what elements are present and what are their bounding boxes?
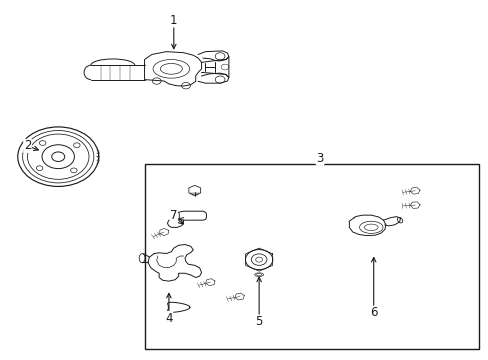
Text: 3: 3 bbox=[316, 152, 323, 165]
Text: 7: 7 bbox=[170, 210, 177, 222]
Text: 6: 6 bbox=[369, 306, 377, 319]
Text: 4: 4 bbox=[165, 311, 172, 325]
Text: 1: 1 bbox=[170, 14, 177, 27]
Bar bbox=[144, 164, 478, 348]
Text: 2: 2 bbox=[24, 139, 31, 152]
Text: 5: 5 bbox=[255, 315, 262, 328]
